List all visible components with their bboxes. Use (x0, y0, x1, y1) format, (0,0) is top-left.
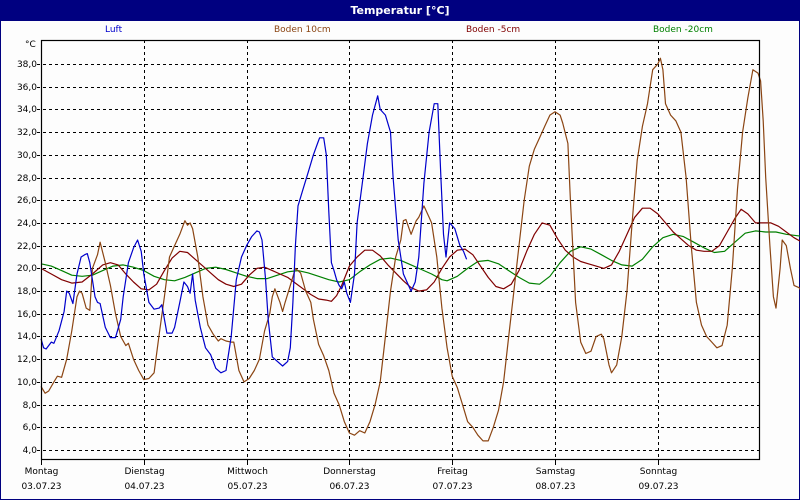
y-tick-label: 20,0 (16, 263, 37, 274)
x-tick-day: Freitag (437, 467, 468, 477)
x-tick-date: 08.07.23 (535, 482, 576, 492)
y-tick-label: 36,0 (16, 82, 37, 93)
y-tick-label: 12,0 (16, 354, 37, 365)
x-tick-label: Donnerstag 06.07.23 (310, 467, 390, 493)
y-tick-label: 10,0 (16, 377, 37, 388)
x-tick-date: 06.07.23 (329, 482, 370, 492)
y-tick-label: 14,0 (16, 331, 37, 342)
series-boden-5cm (40, 207, 800, 302)
plot-frame (40, 39, 761, 461)
x-tick-label: Montag 03.07.23 (2, 467, 82, 493)
y-tick-label: 6,0 (22, 422, 37, 433)
x-tick-day: Sonntag (639, 467, 678, 477)
y-tick-label: 18,0 (16, 286, 37, 297)
x-tick-date: 04.07.23 (124, 482, 165, 492)
x-tick-date: 03.07.23 (21, 482, 62, 492)
x-tick-label: Samstag 08.07.23 (516, 467, 596, 493)
y-tick-label: 34,0 (16, 104, 37, 115)
y-tick-label: 32,0 (16, 127, 37, 138)
x-tick-label: Sonntag 09.07.23 (619, 467, 699, 493)
y-axis-unit: °C (25, 40, 36, 50)
x-tick-day: Samstag (535, 467, 576, 477)
y-tick-label: 16,0 (16, 309, 37, 320)
x-tick-day: Montag (24, 467, 59, 477)
y-tick-label: 22,0 (16, 241, 37, 252)
x-tick-date: 07.07.23 (432, 482, 473, 492)
x-tick-day: Mittwoch (227, 467, 268, 477)
y-tick-label: 30,0 (16, 150, 37, 161)
y-tick-label: 38,0 (16, 59, 37, 70)
legend-item: Boden 10cm (274, 25, 331, 35)
x-tick-label: Freitag 07.07.23 (413, 467, 493, 493)
x-tick-day: Dienstag (124, 467, 165, 477)
x-tick-date: 05.07.23 (227, 482, 268, 492)
legend-item: Boden -20cm (653, 25, 713, 35)
data-series (40, 57, 800, 442)
grid-lines (37, 40, 760, 465)
series-boden-10cm (40, 57, 800, 442)
x-tick-date: 09.07.23 (638, 482, 679, 492)
legend-item: Luft (105, 25, 123, 35)
y-tick-label: 8,0 (22, 400, 37, 411)
legend-item: Boden -5cm (466, 25, 521, 35)
y-tick-label: 4,0 (22, 445, 37, 456)
series-boden-20cm (40, 230, 800, 285)
x-tick-label: Mittwoch 05.07.23 (208, 467, 288, 493)
y-tick-label: 26,0 (16, 195, 37, 206)
series-luft (40, 95, 468, 374)
y-tick-label: 24,0 (16, 218, 37, 229)
x-tick-day: Donnerstag (323, 467, 376, 477)
x-tick-label: Dienstag 04.07.23 (105, 467, 185, 493)
window-title: Temperatur [°C] (1, 1, 799, 21)
y-tick-label: 28,0 (16, 173, 37, 184)
